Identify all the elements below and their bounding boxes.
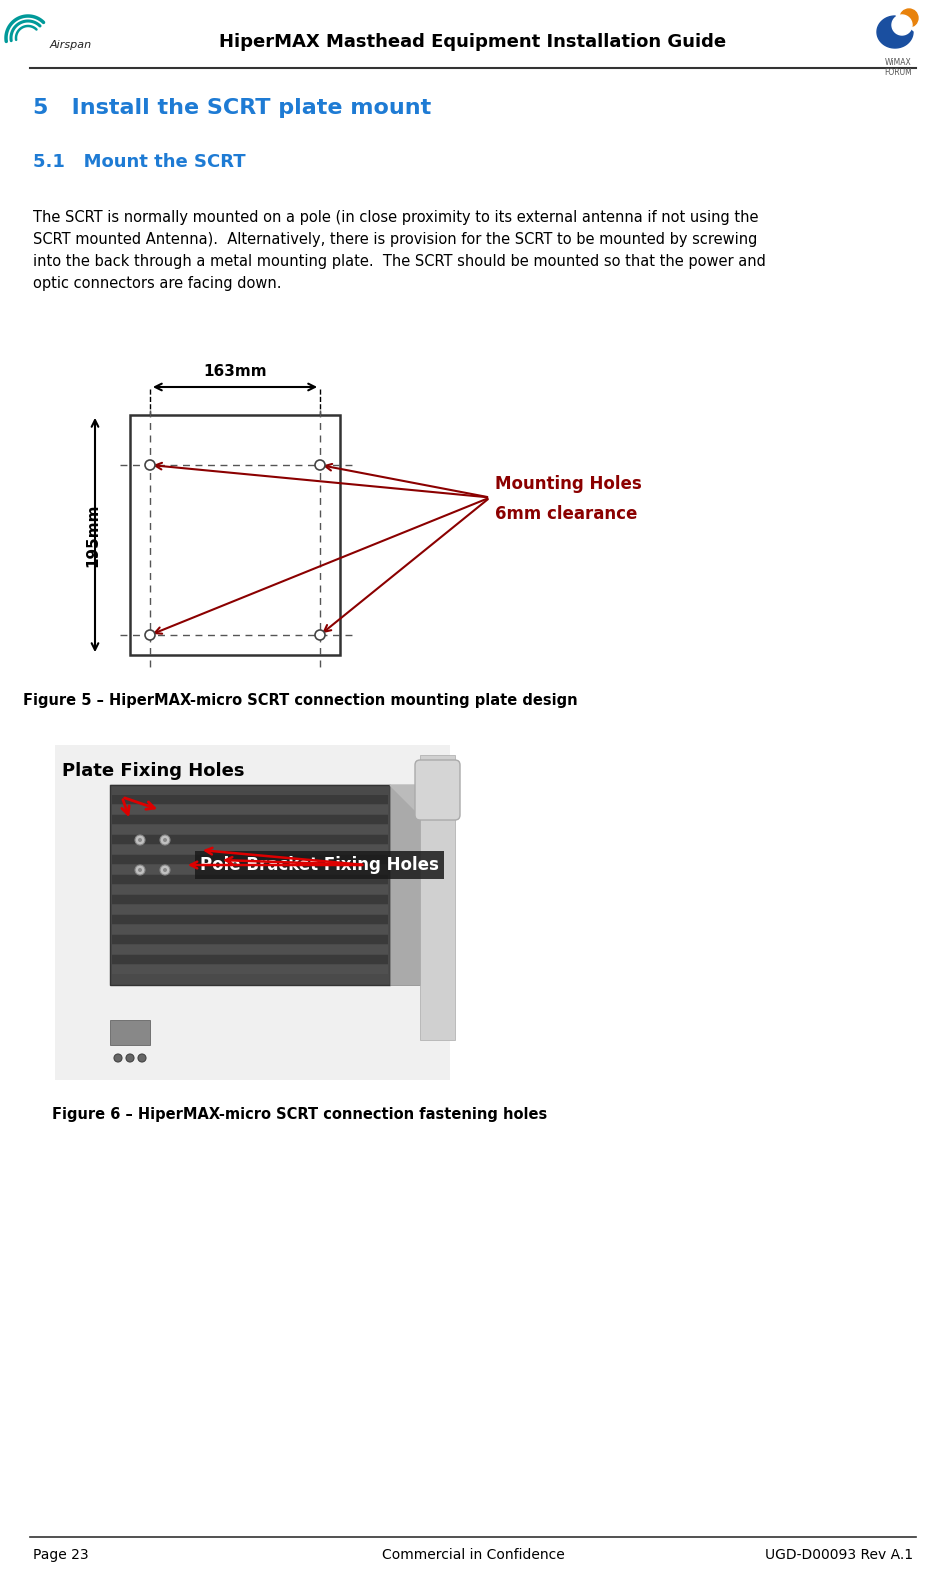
Bar bbox=[112, 894, 388, 904]
Bar bbox=[112, 845, 388, 853]
Text: UGD-D00093 Rev A.1: UGD-D00093 Rev A.1 bbox=[765, 1548, 913, 1563]
Text: 6mm clearance: 6mm clearance bbox=[495, 506, 638, 523]
Bar bbox=[112, 935, 388, 943]
Bar bbox=[390, 785, 420, 984]
Text: WiMAX
FORUM: WiMAX FORUM bbox=[885, 58, 912, 77]
Bar bbox=[112, 815, 388, 823]
Bar bbox=[110, 785, 390, 984]
Bar bbox=[112, 875, 388, 883]
Text: 195mm: 195mm bbox=[85, 504, 100, 567]
Text: HiperMAX Masthead Equipment Installation Guide: HiperMAX Masthead Equipment Installation… bbox=[219, 33, 727, 51]
Circle shape bbox=[145, 460, 155, 469]
Text: optic connectors are facing down.: optic connectors are facing down. bbox=[33, 276, 282, 291]
Circle shape bbox=[160, 864, 170, 875]
Circle shape bbox=[135, 834, 145, 845]
Circle shape bbox=[135, 864, 145, 875]
Bar bbox=[420, 755, 455, 1040]
Bar bbox=[112, 924, 388, 934]
Text: 5.1   Mount the SCRT: 5.1 Mount the SCRT bbox=[33, 153, 246, 171]
Circle shape bbox=[114, 1054, 122, 1062]
Bar bbox=[112, 795, 388, 804]
Bar bbox=[112, 905, 388, 913]
Circle shape bbox=[163, 837, 167, 842]
Circle shape bbox=[900, 9, 918, 27]
Text: Airspan: Airspan bbox=[50, 40, 92, 51]
Circle shape bbox=[138, 1054, 146, 1062]
Bar bbox=[112, 915, 388, 923]
Circle shape bbox=[892, 14, 912, 35]
Text: Figure 5 – HiperMAX-micro SCRT connection mounting plate design: Figure 5 – HiperMAX-micro SCRT connectio… bbox=[23, 692, 577, 708]
Text: 5   Install the SCRT plate mount: 5 Install the SCRT plate mount bbox=[33, 98, 431, 118]
Circle shape bbox=[138, 867, 142, 872]
Circle shape bbox=[315, 460, 325, 469]
Circle shape bbox=[145, 630, 155, 640]
Text: SCRT mounted Antenna).  Alternatively, there is provision for the SCRT to be mou: SCRT mounted Antenna). Alternatively, th… bbox=[33, 232, 758, 246]
Text: Plate Fixing Holes: Plate Fixing Holes bbox=[62, 762, 244, 781]
Circle shape bbox=[315, 630, 325, 640]
Bar bbox=[110, 1021, 150, 1044]
Circle shape bbox=[138, 837, 142, 842]
Bar bbox=[112, 945, 388, 953]
Circle shape bbox=[126, 1054, 134, 1062]
Bar bbox=[112, 885, 388, 894]
Bar bbox=[130, 416, 340, 656]
Text: into the back through a metal mounting plate.  The SCRT should be mounted so tha: into the back through a metal mounting p… bbox=[33, 254, 766, 269]
Bar bbox=[112, 954, 388, 964]
Text: 163mm: 163mm bbox=[203, 363, 267, 379]
Text: Pole Bracket Fixing Holes: Pole Bracket Fixing Holes bbox=[200, 856, 439, 874]
FancyBboxPatch shape bbox=[415, 760, 460, 820]
Circle shape bbox=[160, 834, 170, 845]
Bar bbox=[112, 855, 388, 864]
Bar bbox=[112, 965, 388, 973]
Text: Figure 6 – HiperMAX-micro SCRT connection fastening holes: Figure 6 – HiperMAX-micro SCRT connectio… bbox=[52, 1108, 548, 1122]
Text: Commercial in Confidence: Commercial in Confidence bbox=[381, 1548, 565, 1563]
Bar bbox=[112, 825, 388, 834]
Text: Mounting Holes: Mounting Holes bbox=[495, 476, 641, 493]
Bar bbox=[112, 834, 388, 844]
Text: Page 23: Page 23 bbox=[33, 1548, 89, 1563]
Bar bbox=[55, 746, 450, 1081]
Polygon shape bbox=[877, 16, 913, 47]
Text: The SCRT is normally mounted on a pole (in close proximity to its external anten: The SCRT is normally mounted on a pole (… bbox=[33, 210, 759, 224]
Circle shape bbox=[163, 867, 167, 872]
Polygon shape bbox=[110, 785, 415, 811]
Bar bbox=[112, 804, 388, 814]
Polygon shape bbox=[390, 785, 445, 811]
Bar bbox=[112, 864, 388, 874]
